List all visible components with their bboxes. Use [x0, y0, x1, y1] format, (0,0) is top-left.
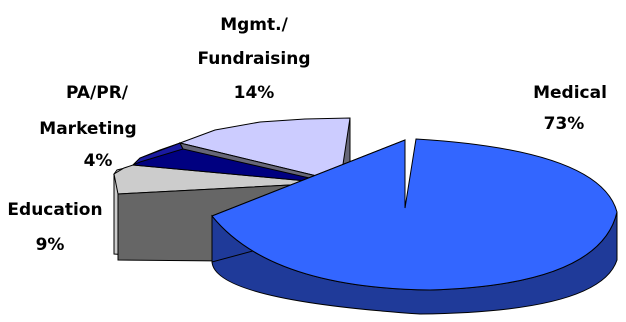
label-mgmt-pct: 14% — [234, 83, 275, 103]
label-marketing-name-2: Marketing — [39, 119, 136, 139]
label-medical-pct: 73% — [544, 114, 585, 134]
label-education-name: Education — [7, 200, 102, 220]
label-marketing-name-1: PA/PR/ — [66, 83, 129, 103]
label-mgmt-name-1: Mgmt./ — [220, 15, 288, 35]
label-medical-name: Medical — [533, 83, 607, 103]
label-marketing-pct: 4% — [84, 151, 113, 171]
labels: Medical 73% Mgmt./ Fundraising 14% PA/PR… — [7, 15, 607, 255]
slice-medical-group — [211, 138, 618, 315]
label-mgmt-name-2: Fundraising — [197, 49, 310, 69]
label-education-pct: 9% — [36, 235, 65, 255]
slice-medical-top — [211, 138, 618, 291]
